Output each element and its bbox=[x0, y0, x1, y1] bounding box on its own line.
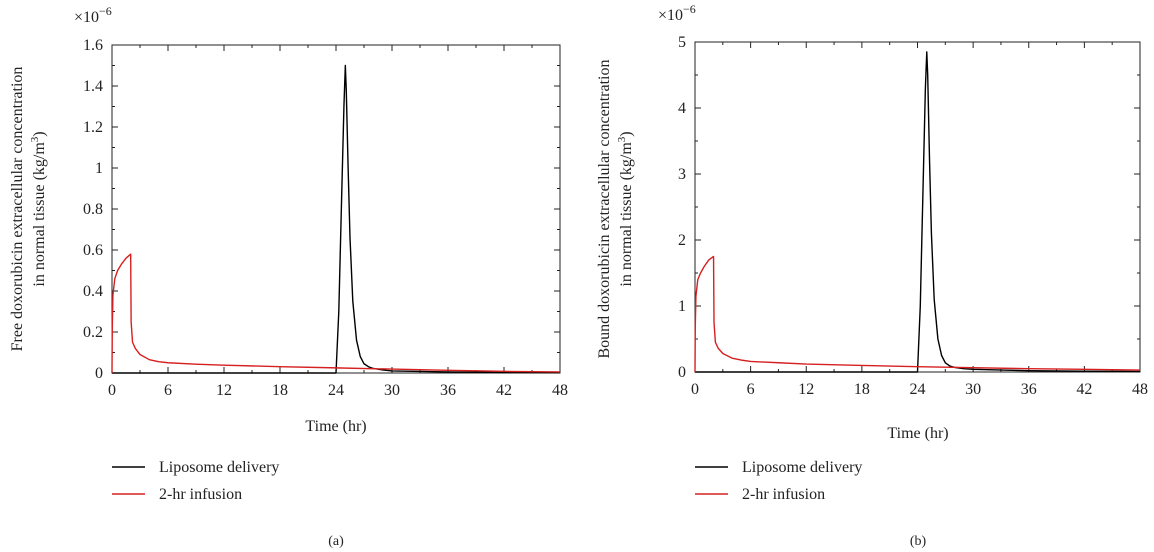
x-tick-label: 6 bbox=[164, 382, 172, 399]
series-lines bbox=[111, 64, 561, 374]
y-tick-label: 0.2 bbox=[83, 324, 103, 341]
x-tick-label: 42 bbox=[496, 382, 512, 399]
x-tick-label: 48 bbox=[552, 382, 568, 399]
x-tick-label: 48 bbox=[1132, 381, 1148, 398]
x-tick-label: 24 bbox=[328, 382, 344, 399]
panel-label: (a) bbox=[328, 534, 344, 549]
y-axis-label: Bound doxorubicin extracellular concentr… bbox=[596, 59, 635, 358]
x-axis-label: Time (hr) bbox=[887, 425, 948, 442]
series-lines bbox=[694, 51, 1141, 373]
x-tick-label: 6 bbox=[747, 381, 755, 398]
x-tick-label: 18 bbox=[854, 381, 870, 398]
y-tick-label: 1 bbox=[678, 298, 686, 315]
y-tick-label: 0.8 bbox=[83, 201, 103, 218]
y-axis-label-line2: in normal tissue (kg/m3) bbox=[616, 131, 635, 286]
y-tick-label: 1.4 bbox=[83, 78, 103, 95]
y-tick-label: 0 bbox=[95, 365, 103, 382]
legend-item-liposome: Liposome delivery bbox=[112, 459, 279, 476]
x-tick-label: 0 bbox=[108, 382, 116, 399]
y-tick-label: 0 bbox=[678, 364, 686, 381]
y-axis-label-line1: Bound doxorubicin extracellular concentr… bbox=[596, 59, 613, 358]
y-axis-label-line2: in normal tissue (kg/m3) bbox=[29, 131, 48, 286]
y-axis-label: Free doxorubicin extracellular concentra… bbox=[9, 67, 48, 352]
series-line-2hr-infusion bbox=[694, 255, 1141, 373]
x-tick-label: 36 bbox=[440, 382, 456, 399]
y-tick-label: 2 bbox=[678, 232, 686, 249]
y-tick-label: 5 bbox=[678, 34, 686, 51]
y-axis-multiplier: ×10−6 bbox=[74, 4, 112, 26]
y-axis-label-line1: Free doxorubicin extracellular concentra… bbox=[9, 67, 26, 352]
legend-label-liposome: Liposome delivery bbox=[742, 459, 862, 476]
y-axis-multiplier: ×10−6 bbox=[658, 2, 696, 24]
x-tick-label: 12 bbox=[798, 381, 814, 398]
plot-area-frame bbox=[694, 41, 1141, 373]
legend-label-liposome: Liposome delivery bbox=[159, 459, 279, 476]
y-tick-label: 0.4 bbox=[83, 283, 103, 300]
y-tick-labels: 0 1 2 3 4 5 bbox=[678, 34, 686, 381]
legend: Liposome delivery 2-hr infusion bbox=[112, 459, 279, 503]
x-tick-label: 24 bbox=[910, 381, 926, 398]
y-tick-label: 3 bbox=[678, 166, 686, 183]
x-tick-label: 36 bbox=[1021, 381, 1037, 398]
y-tick-label: 1 bbox=[95, 160, 103, 177]
x-axis-label: Time (hr) bbox=[305, 418, 366, 435]
x-tick-label: 0 bbox=[691, 381, 699, 398]
y-tick-label: 0.6 bbox=[83, 242, 103, 259]
legend-item-liposome: Liposome delivery bbox=[695, 459, 862, 476]
x-tick-labels: 0 6 12 18 24 30 36 42 48 bbox=[108, 382, 568, 399]
y-tick-label: 1.2 bbox=[83, 119, 103, 136]
x-tick-label: 30 bbox=[384, 382, 400, 399]
panel-label: (b) bbox=[910, 534, 927, 549]
legend-label-infusion: 2-hr infusion bbox=[159, 486, 242, 503]
y-tick-label: 4 bbox=[678, 100, 686, 117]
x-tick-label: 18 bbox=[272, 382, 288, 399]
y-tick-labels: 0 0.2 0.4 0.6 0.8 1 1.2 1.4 1.6 bbox=[83, 37, 103, 382]
plot-area-frame bbox=[111, 44, 561, 374]
legend-label-infusion: 2-hr infusion bbox=[742, 486, 825, 503]
chart-panel-a: ×10−6 0 6 12 18 24 30 36 42 48 0 0.2 0.4 0.6 0.8 1 1.2… bbox=[9, 4, 568, 549]
axis-ticks bbox=[694, 41, 1141, 373]
x-tick-label: 12 bbox=[216, 382, 232, 399]
legend-item-infusion: 2-hr infusion bbox=[112, 486, 242, 503]
axis-ticks bbox=[111, 44, 561, 374]
series-line-2hr-infusion bbox=[111, 253, 561, 374]
series-line-liposome-delivery bbox=[695, 51, 1141, 373]
legend-item-infusion: 2-hr infusion bbox=[695, 486, 825, 503]
series-line-liposome-delivery bbox=[112, 64, 561, 374]
y-tick-label: 1.6 bbox=[83, 37, 103, 54]
x-tick-labels: 0 6 12 18 24 30 36 42 48 bbox=[691, 381, 1148, 398]
legend: Liposome delivery 2-hr infusion bbox=[695, 459, 862, 503]
x-tick-label: 42 bbox=[1076, 381, 1092, 398]
x-tick-label: 30 bbox=[965, 381, 981, 398]
